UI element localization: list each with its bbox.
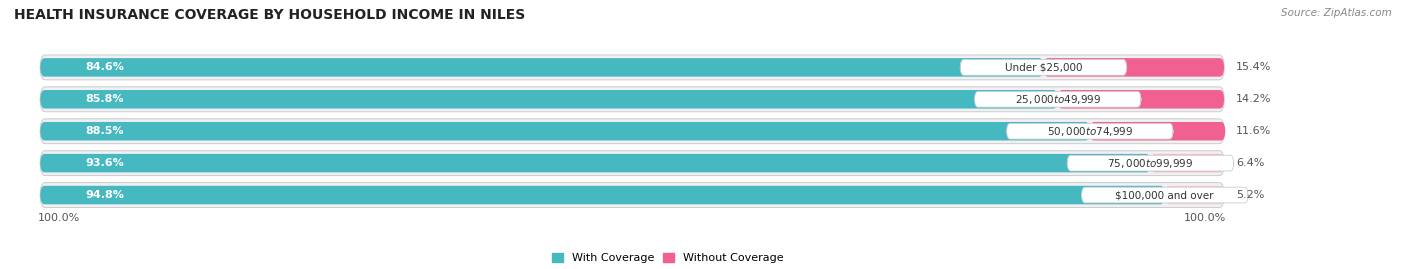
Text: 100.0%: 100.0% [38, 213, 80, 223]
Text: 94.8%: 94.8% [86, 190, 124, 200]
Text: Under $25,000: Under $25,000 [1005, 62, 1083, 72]
Text: $25,000 to $49,999: $25,000 to $49,999 [1015, 93, 1101, 106]
FancyBboxPatch shape [974, 91, 1140, 107]
Text: $50,000 to $74,999: $50,000 to $74,999 [1046, 125, 1133, 138]
FancyBboxPatch shape [960, 59, 1126, 75]
FancyBboxPatch shape [1067, 155, 1233, 171]
Text: $75,000 to $99,999: $75,000 to $99,999 [1108, 157, 1194, 170]
FancyBboxPatch shape [1150, 154, 1225, 172]
FancyBboxPatch shape [41, 154, 1150, 172]
FancyBboxPatch shape [41, 151, 1225, 176]
Text: HEALTH INSURANCE COVERAGE BY HOUSEHOLD INCOME IN NILES: HEALTH INSURANCE COVERAGE BY HOUSEHOLD I… [14, 8, 526, 22]
Text: 14.2%: 14.2% [1236, 94, 1271, 104]
Text: 85.8%: 85.8% [86, 94, 124, 104]
FancyBboxPatch shape [1090, 122, 1226, 140]
Text: 15.4%: 15.4% [1236, 62, 1271, 72]
FancyBboxPatch shape [41, 58, 1043, 77]
Text: 6.4%: 6.4% [1236, 158, 1264, 168]
Text: 11.6%: 11.6% [1236, 126, 1271, 136]
FancyBboxPatch shape [41, 119, 1225, 144]
FancyBboxPatch shape [41, 87, 1225, 112]
FancyBboxPatch shape [41, 90, 1057, 109]
FancyBboxPatch shape [41, 186, 1164, 204]
FancyBboxPatch shape [41, 122, 1090, 140]
Text: $100,000 and over: $100,000 and over [1115, 190, 1213, 200]
FancyBboxPatch shape [1007, 123, 1173, 139]
FancyBboxPatch shape [41, 183, 1225, 207]
FancyBboxPatch shape [1164, 186, 1225, 204]
FancyBboxPatch shape [1081, 187, 1249, 203]
Text: 93.6%: 93.6% [86, 158, 124, 168]
Text: 88.5%: 88.5% [86, 126, 124, 136]
Text: 84.6%: 84.6% [86, 62, 124, 72]
Text: 100.0%: 100.0% [1184, 213, 1226, 223]
Text: 5.2%: 5.2% [1236, 190, 1264, 200]
Legend: With Coverage, Without Coverage: With Coverage, Without Coverage [547, 248, 789, 268]
FancyBboxPatch shape [1043, 58, 1225, 77]
FancyBboxPatch shape [41, 55, 1225, 80]
FancyBboxPatch shape [1057, 90, 1225, 109]
Text: Source: ZipAtlas.com: Source: ZipAtlas.com [1281, 8, 1392, 18]
